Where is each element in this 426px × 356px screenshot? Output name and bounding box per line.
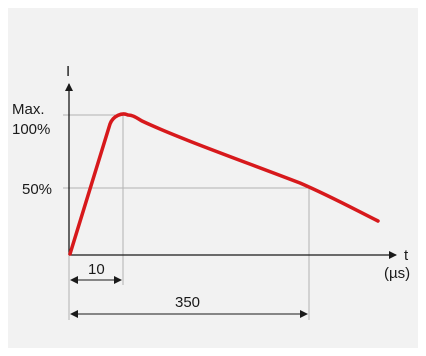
half-time-label: 350 — [175, 294, 200, 311]
y-axis-label: I — [66, 63, 70, 80]
y-label-100pct: 100% — [12, 121, 50, 138]
x-axis-unit: (µs) — [384, 265, 410, 282]
rise-time-label: 10 — [88, 261, 105, 278]
y-label-50pct: 50% — [22, 181, 52, 198]
x-axis-label: t — [404, 247, 409, 264]
y-label-max: Max. — [12, 101, 45, 118]
impulse-curve — [68, 112, 380, 256]
diagram-background — [8, 8, 418, 348]
